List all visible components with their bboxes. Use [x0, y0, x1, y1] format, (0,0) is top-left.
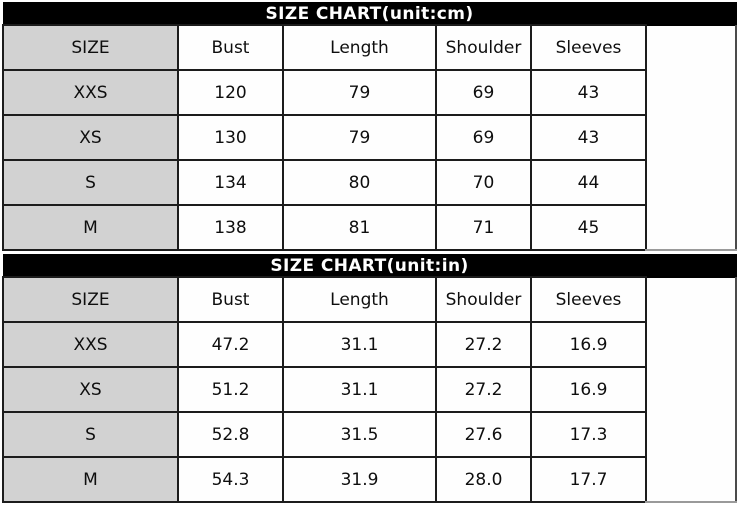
- table-cell-sleeves: 17.7: [530, 456, 647, 503]
- size-label: S: [2, 411, 179, 458]
- table-cell-shoulder: 28.0: [435, 456, 532, 503]
- table-cell-sleeves: 43: [530, 114, 647, 161]
- column-header-length: Length: [282, 24, 437, 71]
- table-row-m-in: M 54.3 31.9 28.0 17.7: [2, 456, 736, 503]
- table-cell-bust: 47.2: [177, 321, 284, 368]
- table-row-m-cm: M 138 81 71 45: [2, 204, 736, 251]
- column-header-shoulder: Shoulder: [435, 24, 532, 71]
- table-cell-length: 79: [282, 69, 437, 116]
- size-chart-table-cm: SIZE CHART(unit:cm) SIZE Bust Length Sho…: [2, 2, 738, 251]
- table-cell-bust: 54.3: [177, 456, 284, 503]
- table-cell-sleeves: 16.9: [530, 366, 647, 413]
- column-header-bust: Bust: [177, 24, 284, 71]
- right-spacer: [644, 25, 738, 251]
- table-cell-length: 31.1: [282, 321, 437, 368]
- size-chart-table-in: SIZE CHART(unit:in) SIZE Bust Length Sho…: [2, 254, 738, 503]
- table-cell-sleeves: 44: [530, 159, 647, 206]
- table-cell-shoulder: 69: [435, 69, 532, 116]
- right-spacer: [644, 277, 738, 503]
- title-row-cm: SIZE CHART(unit:cm): [2, 2, 737, 26]
- size-chart-in-title: SIZE CHART(unit:in): [2, 254, 737, 278]
- table-cell-length: 31.1: [282, 366, 437, 413]
- column-header-length: Length: [282, 276, 437, 323]
- table-cell-sleeves: 45: [530, 204, 647, 251]
- table-cell-length: 31.5: [282, 411, 437, 458]
- table-cell-length: 80: [282, 159, 437, 206]
- table-cell-shoulder: 27.2: [435, 366, 532, 413]
- table-cell-bust: 51.2: [177, 366, 284, 413]
- column-header-sleeves: Sleeves: [530, 24, 647, 71]
- size-label: XS: [2, 114, 179, 161]
- table-row-xs-cm: XS 130 79 69 43: [2, 114, 736, 161]
- table-cell-length: 81: [282, 204, 437, 251]
- header-row-cm: SIZE Bust Length Shoulder Sleeves: [2, 24, 738, 251]
- table-cell-sleeves: 43: [530, 69, 647, 116]
- table-cell-bust: 138: [177, 204, 284, 251]
- table-cell-bust: 120: [177, 69, 284, 116]
- table-row-xxs-in: XXS 47.2 31.1 27.2 16.9: [2, 321, 736, 368]
- column-header-size: SIZE: [2, 24, 179, 71]
- title-row-in: SIZE CHART(unit:in): [2, 254, 737, 278]
- header-row-in: SIZE Bust Length Shoulder Sleeves: [2, 276, 738, 503]
- table-row-xxs-cm: XXS 120 79 69 43: [2, 69, 736, 116]
- table-cell-shoulder: 70: [435, 159, 532, 206]
- table-cell-bust: 52.8: [177, 411, 284, 458]
- column-header-size: SIZE: [2, 276, 179, 323]
- table-cell-length: 31.9: [282, 456, 437, 503]
- column-header-bust: Bust: [177, 276, 284, 323]
- size-label: M: [2, 204, 179, 251]
- table-cell-shoulder: 69: [435, 114, 532, 161]
- column-header-sleeves: Sleeves: [530, 276, 647, 323]
- table-cell-length: 79: [282, 114, 437, 161]
- table-cell-shoulder: 71: [435, 204, 532, 251]
- table-row-s-cm: S 134 80 70 44: [2, 159, 736, 206]
- table-row-s-in: S 52.8 31.5 27.6 17.3: [2, 411, 736, 458]
- table-cell-sleeves: 16.9: [530, 321, 647, 368]
- table-row-xs-in: XS 51.2 31.1 27.2 16.9: [2, 366, 736, 413]
- size-label: S: [2, 159, 179, 206]
- size-label: XXS: [2, 69, 179, 116]
- table-cell-shoulder: 27.6: [435, 411, 532, 458]
- size-label: XXS: [2, 321, 179, 368]
- column-header-shoulder: Shoulder: [435, 276, 532, 323]
- size-label: M: [2, 456, 179, 503]
- size-label: XS: [2, 366, 179, 413]
- size-chart-cm-title: SIZE CHART(unit:cm): [2, 2, 737, 26]
- table-cell-sleeves: 17.3: [530, 411, 647, 458]
- table-cell-bust: 130: [177, 114, 284, 161]
- table-cell-bust: 134: [177, 159, 284, 206]
- table-cell-shoulder: 27.2: [435, 321, 532, 368]
